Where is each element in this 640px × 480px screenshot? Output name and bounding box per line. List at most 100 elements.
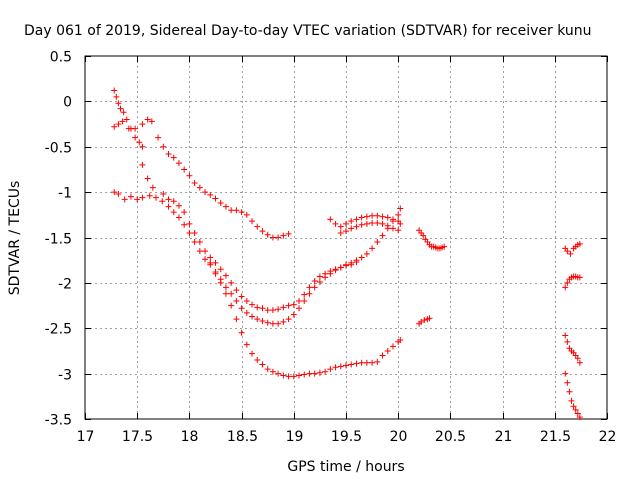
data-point bbox=[233, 316, 240, 323]
data-point bbox=[369, 219, 376, 226]
data-point bbox=[290, 301, 297, 308]
data-point bbox=[337, 264, 344, 271]
data-point bbox=[576, 240, 583, 247]
data-point bbox=[327, 366, 334, 373]
data-point bbox=[254, 223, 261, 230]
data-point bbox=[358, 214, 365, 221]
data-point bbox=[254, 304, 261, 311]
data-point bbox=[306, 284, 313, 291]
data-point bbox=[290, 373, 297, 380]
data-point bbox=[384, 214, 391, 221]
data-point bbox=[148, 118, 155, 125]
x-tick-label: 20 bbox=[390, 429, 408, 445]
data-point bbox=[259, 361, 266, 368]
data-point bbox=[139, 121, 146, 128]
data-point bbox=[374, 239, 381, 246]
data-point bbox=[363, 220, 370, 227]
data-point bbox=[311, 370, 318, 377]
data-point bbox=[222, 284, 229, 291]
y-tick-label: -1 bbox=[58, 186, 72, 202]
data-point bbox=[132, 134, 139, 141]
data-point bbox=[369, 212, 376, 219]
data-point bbox=[123, 116, 130, 123]
data-point bbox=[574, 355, 581, 362]
data-points bbox=[111, 87, 583, 421]
data-point bbox=[374, 212, 381, 219]
data-point bbox=[160, 143, 167, 150]
data-point bbox=[275, 306, 282, 313]
data-point bbox=[570, 403, 577, 410]
data-point bbox=[165, 151, 172, 158]
data-point bbox=[238, 209, 245, 216]
data-point bbox=[311, 284, 318, 291]
data-point bbox=[353, 360, 360, 367]
data-point bbox=[275, 234, 282, 241]
data-point bbox=[233, 207, 240, 214]
series-arc-b bbox=[111, 116, 292, 241]
data-point bbox=[567, 250, 574, 257]
data-point bbox=[191, 239, 198, 246]
data-point bbox=[384, 347, 391, 354]
data-point bbox=[379, 213, 386, 220]
data-point bbox=[264, 307, 271, 314]
data-point bbox=[228, 279, 235, 286]
data-point bbox=[275, 370, 282, 377]
data-point bbox=[269, 307, 276, 314]
data-point bbox=[196, 184, 203, 191]
x-tick-labels: 17 17.5 18 18.5 19 19.5 20 20.5 21 21.5 22 bbox=[77, 429, 617, 445]
y-tick-label: -3 bbox=[58, 368, 72, 384]
data-point bbox=[196, 248, 203, 255]
data-point bbox=[280, 232, 287, 239]
data-point bbox=[327, 216, 334, 223]
data-point bbox=[238, 293, 245, 300]
data-point bbox=[175, 160, 182, 167]
data-point bbox=[115, 190, 122, 197]
data-point bbox=[139, 161, 146, 168]
data-point bbox=[574, 410, 581, 417]
data-point bbox=[181, 166, 188, 173]
data-point bbox=[202, 189, 209, 196]
data-point bbox=[212, 259, 219, 266]
data-point bbox=[306, 290, 313, 297]
data-point bbox=[259, 317, 266, 324]
data-point bbox=[111, 87, 118, 94]
data-point bbox=[306, 370, 313, 377]
series-arc-a bbox=[111, 87, 146, 150]
data-point bbox=[301, 291, 308, 298]
data-point bbox=[353, 259, 360, 266]
data-point bbox=[311, 278, 318, 285]
data-point bbox=[134, 196, 141, 203]
data-point bbox=[337, 229, 344, 236]
data-point bbox=[191, 180, 198, 187]
data-point bbox=[353, 216, 360, 223]
data-point bbox=[343, 262, 349, 269]
data-point bbox=[269, 320, 276, 327]
data-point bbox=[397, 205, 404, 212]
y-tick-label: -3.5 bbox=[45, 413, 72, 429]
data-point bbox=[343, 228, 349, 235]
data-point bbox=[160, 190, 167, 197]
data-point bbox=[139, 194, 146, 201]
data-point bbox=[249, 218, 256, 225]
data-point bbox=[379, 220, 386, 227]
data-point bbox=[165, 196, 172, 203]
data-point bbox=[564, 248, 571, 255]
data-point bbox=[146, 192, 153, 199]
x-tick-label: 18 bbox=[181, 429, 199, 445]
data-point bbox=[301, 298, 308, 305]
data-point bbox=[228, 302, 235, 309]
data-point bbox=[296, 298, 303, 305]
series-arc-m bbox=[562, 332, 583, 366]
data-point bbox=[332, 220, 339, 227]
data-point bbox=[249, 301, 256, 308]
data-point bbox=[397, 220, 404, 227]
data-point bbox=[395, 211, 402, 218]
data-point bbox=[564, 279, 571, 286]
data-point bbox=[397, 337, 404, 344]
data-point bbox=[202, 248, 209, 255]
data-point bbox=[358, 254, 365, 261]
data-point bbox=[207, 259, 214, 266]
data-point bbox=[233, 287, 240, 294]
x-tick-label: 19.5 bbox=[331, 429, 362, 445]
data-point bbox=[170, 198, 177, 205]
